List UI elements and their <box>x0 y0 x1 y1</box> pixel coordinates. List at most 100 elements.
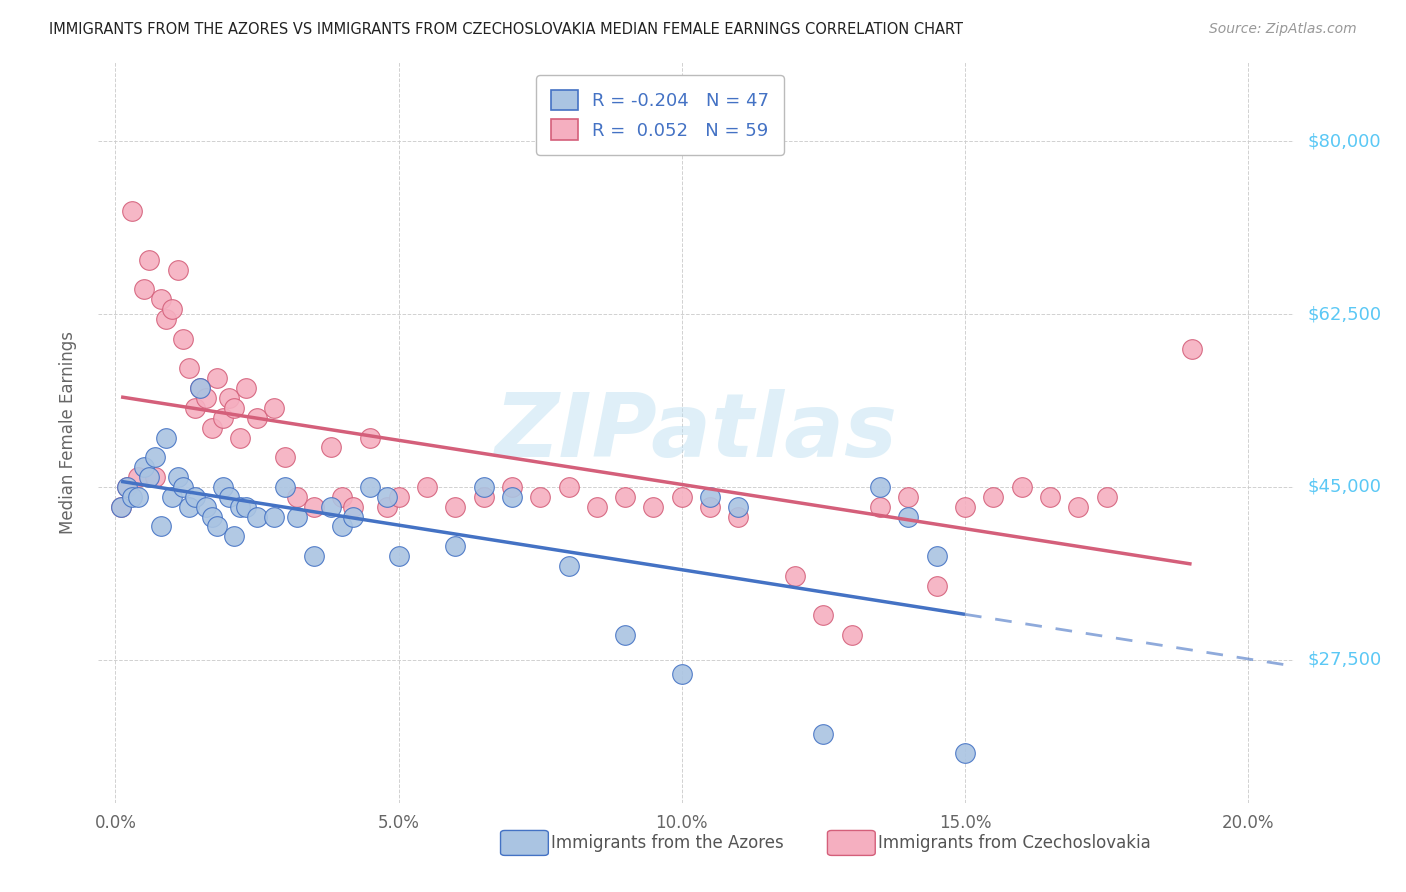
Point <box>472 490 495 504</box>
Point <box>501 480 523 494</box>
Point <box>138 252 160 267</box>
Point <box>166 262 188 277</box>
Text: $80,000: $80,000 <box>1308 132 1381 151</box>
Point <box>207 519 229 533</box>
Point <box>813 727 835 741</box>
Point <box>207 371 229 385</box>
Point <box>212 480 235 494</box>
Point <box>614 490 637 504</box>
Point <box>727 500 749 514</box>
Point <box>1039 490 1062 504</box>
Point <box>172 332 194 346</box>
Point <box>1011 480 1033 494</box>
Point <box>246 410 269 425</box>
Point <box>319 441 342 455</box>
Y-axis label: Median Female Earnings: Median Female Earnings <box>59 331 77 534</box>
Point <box>177 361 200 376</box>
Point <box>195 500 218 514</box>
Point <box>263 509 285 524</box>
Point <box>501 490 523 504</box>
Point <box>110 500 132 514</box>
Point <box>132 283 155 297</box>
Point <box>388 490 411 504</box>
Point <box>229 431 252 445</box>
Point <box>699 490 721 504</box>
Point <box>472 480 495 494</box>
Point <box>925 579 948 593</box>
Text: $27,500: $27,500 <box>1308 650 1382 669</box>
Text: Immigrants from Czechoslovakia: Immigrants from Czechoslovakia <box>877 834 1150 852</box>
Text: $62,500: $62,500 <box>1308 305 1382 323</box>
Point <box>375 490 398 504</box>
Text: ZIPatlas: ZIPatlas <box>495 389 897 476</box>
Point <box>229 500 252 514</box>
Point <box>121 490 143 504</box>
Point <box>727 509 749 524</box>
Point <box>897 490 920 504</box>
Point <box>177 500 200 514</box>
Point <box>869 500 891 514</box>
Point <box>155 431 177 445</box>
Point <box>201 420 224 434</box>
Point <box>263 401 285 415</box>
Point <box>190 381 212 395</box>
Point <box>121 203 143 218</box>
Point <box>183 490 205 504</box>
Point <box>897 509 920 524</box>
Point <box>783 568 806 582</box>
Point <box>671 490 693 504</box>
Point <box>444 500 467 514</box>
Point <box>643 500 665 514</box>
Point <box>359 431 381 445</box>
Point <box>127 490 149 504</box>
Point <box>869 480 891 494</box>
Point <box>172 480 194 494</box>
Point <box>274 450 297 465</box>
Point <box>160 302 183 317</box>
Point <box>149 293 172 307</box>
Point <box>1067 500 1090 514</box>
Point <box>699 500 721 514</box>
Text: Immigrants from the Azores: Immigrants from the Azores <box>551 834 785 852</box>
Legend: R = -0.204   N = 47, R =  0.052   N = 59: R = -0.204 N = 47, R = 0.052 N = 59 <box>537 75 783 155</box>
FancyBboxPatch shape <box>827 830 875 855</box>
Point <box>1180 342 1202 356</box>
Point <box>183 401 205 415</box>
Point <box>1095 490 1118 504</box>
Point <box>671 667 693 681</box>
Point <box>319 500 342 514</box>
Point <box>953 747 976 761</box>
Point <box>388 549 411 563</box>
Point <box>235 500 257 514</box>
Point <box>155 312 177 326</box>
Point <box>586 500 609 514</box>
Point <box>330 519 353 533</box>
Point <box>195 391 218 405</box>
Point <box>444 539 467 553</box>
Point <box>138 470 160 484</box>
Point <box>813 608 835 623</box>
Point <box>224 401 246 415</box>
Point <box>132 460 155 475</box>
Point <box>342 509 364 524</box>
Point <box>218 490 240 504</box>
Point <box>127 470 149 484</box>
Point <box>115 480 138 494</box>
Point <box>201 509 224 524</box>
Point <box>149 519 172 533</box>
Point <box>143 450 166 465</box>
Point <box>841 628 863 642</box>
Point <box>302 500 325 514</box>
Point <box>557 558 579 573</box>
Point <box>375 500 398 514</box>
Point <box>274 480 297 494</box>
Point <box>614 628 637 642</box>
Point <box>925 549 948 563</box>
Point <box>218 391 240 405</box>
Point <box>416 480 439 494</box>
Point <box>143 470 166 484</box>
Point <box>953 500 976 514</box>
Point <box>110 500 132 514</box>
Text: $45,000: $45,000 <box>1308 478 1382 496</box>
Point <box>342 500 364 514</box>
